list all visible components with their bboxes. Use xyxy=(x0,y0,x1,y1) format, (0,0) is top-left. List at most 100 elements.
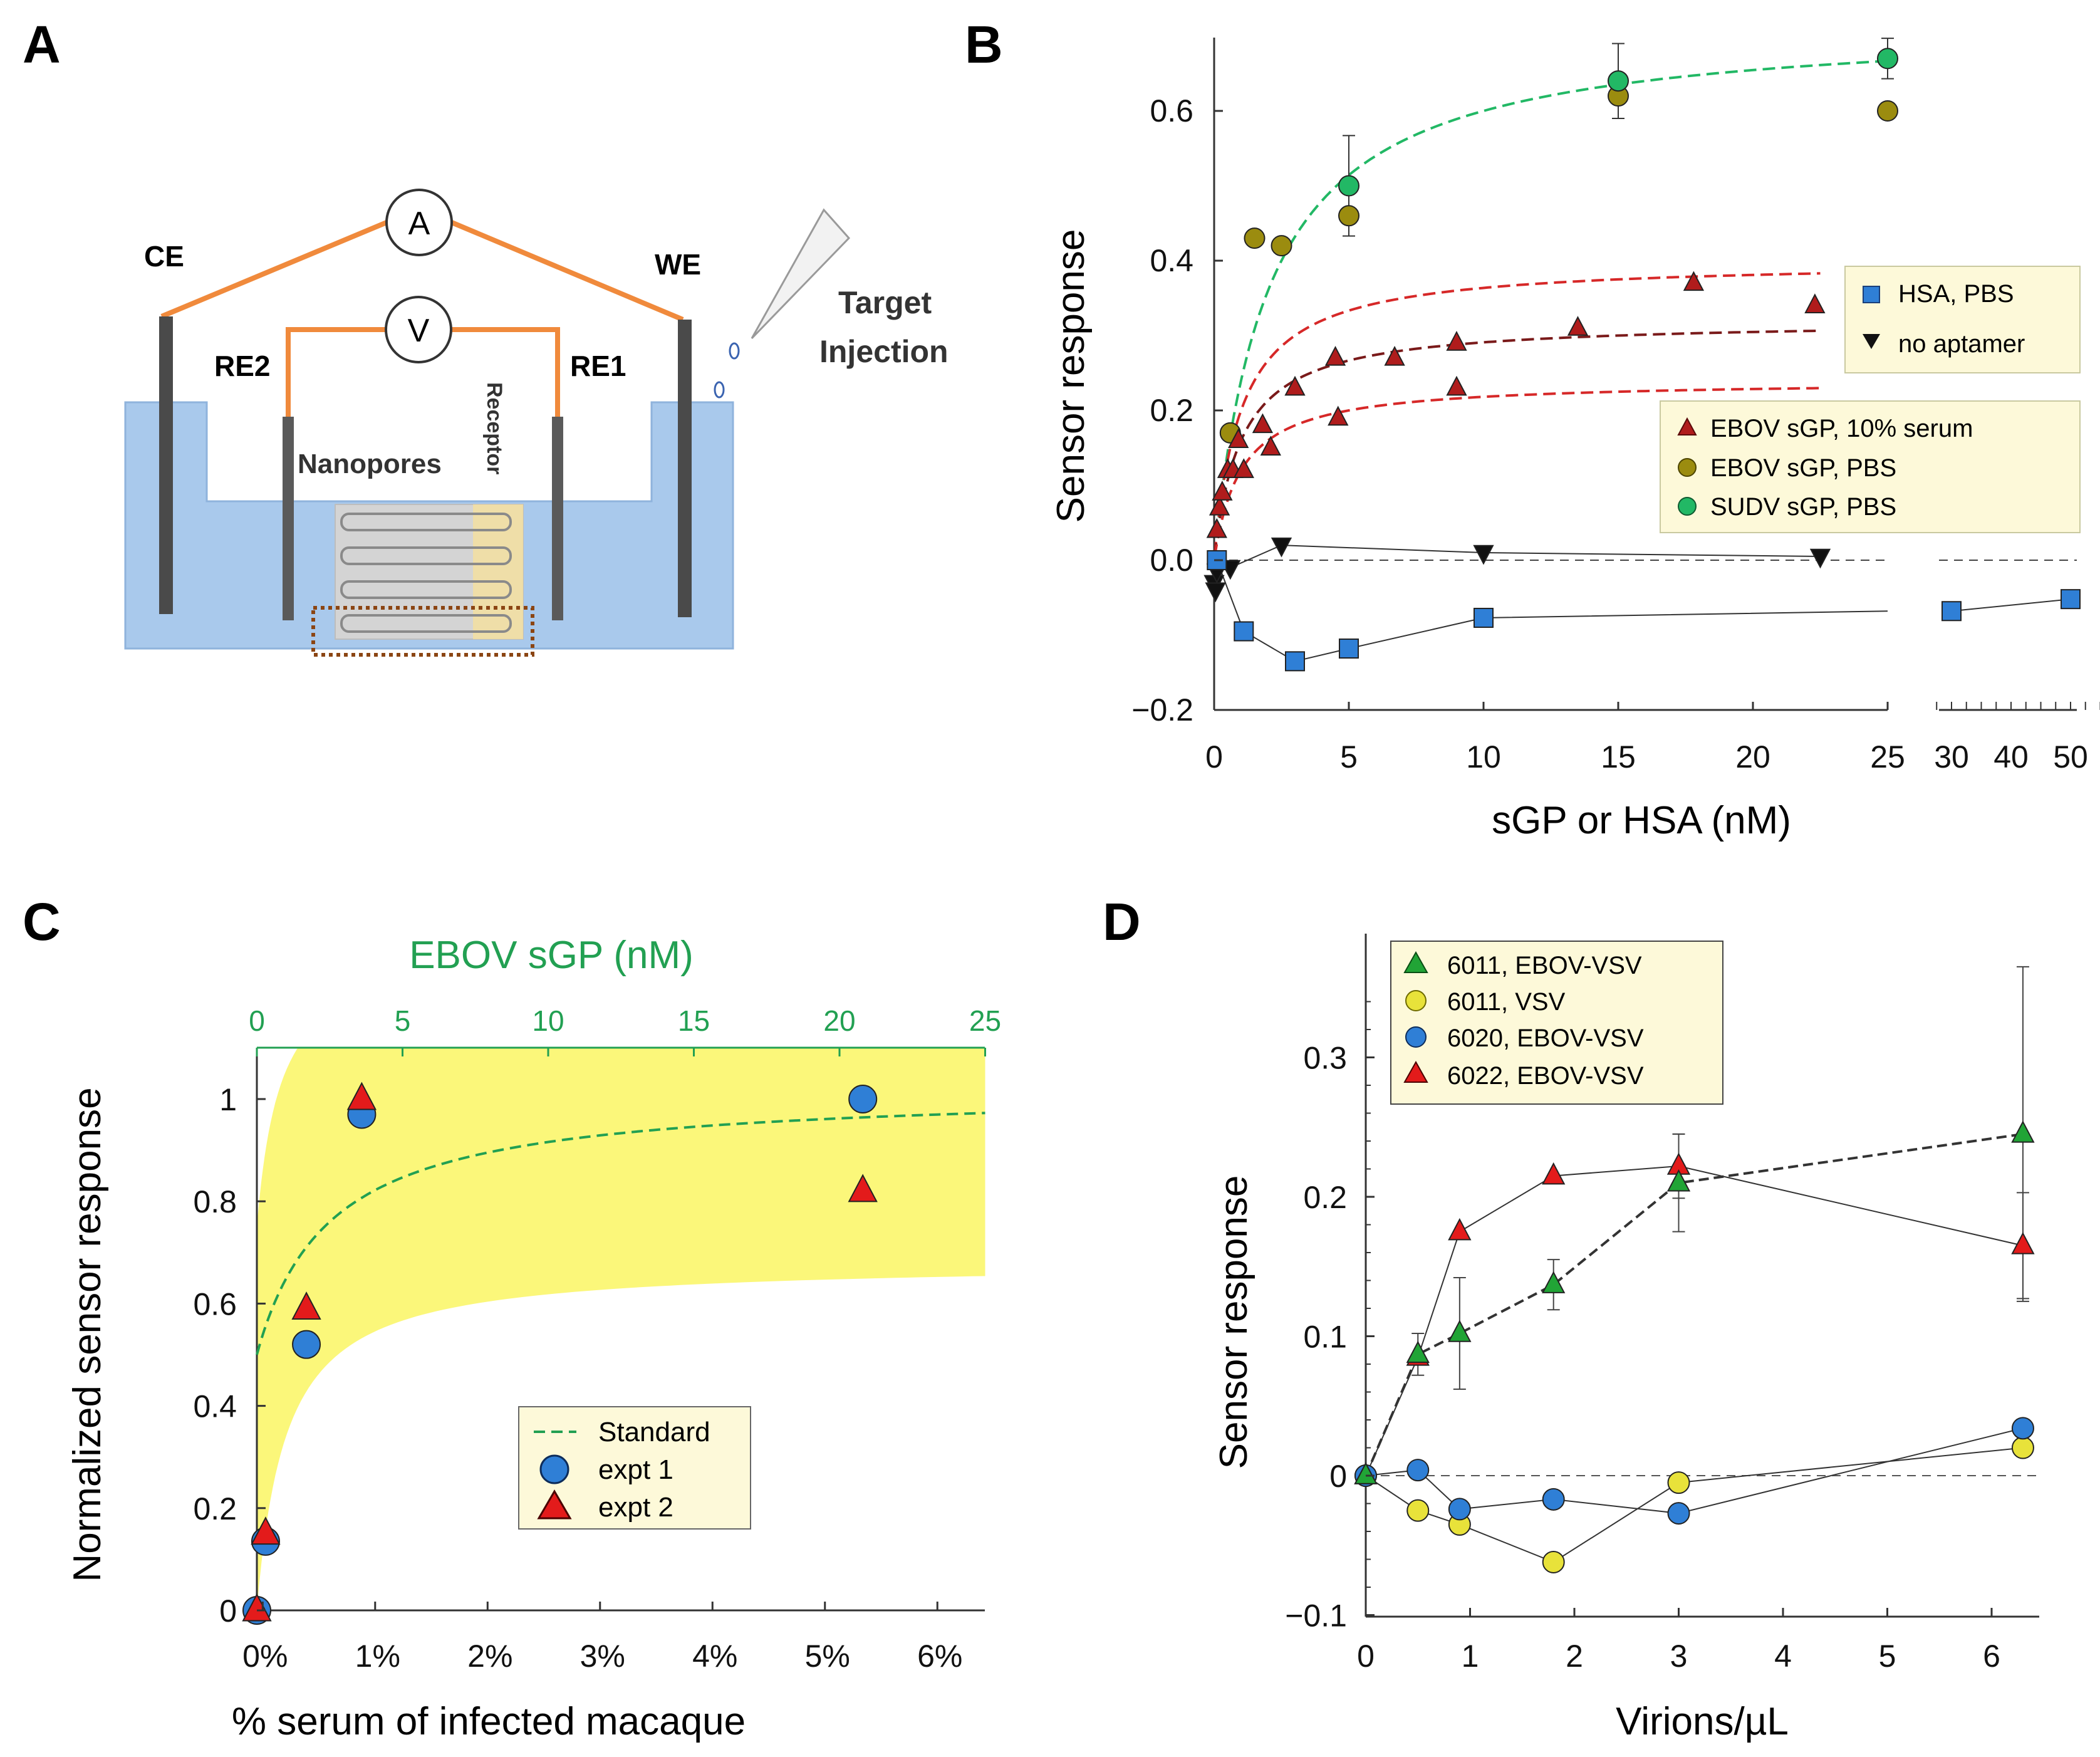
chart-d-y-tick-label: 0.1 xyxy=(1303,1320,1347,1355)
chart-b-point xyxy=(1212,481,1233,501)
re2-label: RE2 xyxy=(214,350,270,382)
chart-b-point xyxy=(2061,589,2081,610)
chart-d-y-tick-label: 0.3 xyxy=(1303,1041,1347,1076)
receptor-label: Receptor xyxy=(482,382,506,474)
panel-c-letter: C xyxy=(23,892,61,951)
chart-b-x-title: sGP or HSA (nM) xyxy=(1492,799,1791,842)
chart-d-y-tick-label: 0 xyxy=(1329,1459,1347,1494)
ce-label: CE xyxy=(144,240,184,273)
chart-d-y-title: Sensor response xyxy=(1212,1176,1255,1469)
chart-b-point xyxy=(1206,518,1227,538)
chart-b-legend-marker xyxy=(1678,497,1697,516)
chart-d-point xyxy=(1354,1462,1378,1484)
chart-d-series-line xyxy=(1365,1165,2024,1476)
chart-b-point xyxy=(1233,458,1254,478)
panel-b: B 0 5 10 15 20 25 30 40 50 −0.2 0.0 0.2 0.4 0.6 sGP o… xyxy=(965,15,2100,842)
chart-b-point xyxy=(1474,608,1494,628)
chart-b-x-tick-label: 30 xyxy=(1934,739,1969,774)
chart-b-point xyxy=(1271,235,1292,257)
wire-voltmeter-re1 xyxy=(451,327,560,417)
voltmeter-label: V xyxy=(408,313,430,349)
chart-b-point xyxy=(1252,413,1274,434)
chart-c-point-expt2 xyxy=(242,1593,272,1622)
droplet-icon xyxy=(714,381,725,399)
chart-c-point-expt1 xyxy=(848,1085,878,1113)
chart-d-x-tick-label: 4 xyxy=(1774,1639,1792,1674)
chart-b-point xyxy=(1284,375,1306,396)
chart-c-point-expt2 xyxy=(291,1291,321,1320)
chart-d-point xyxy=(2011,1120,2035,1143)
chart-d-legend-marker xyxy=(1403,951,1428,973)
chart-c-bottom-tick-label: 2% xyxy=(467,1639,512,1674)
chart-d-x-tick-label: 5 xyxy=(1879,1639,1896,1674)
chart-b-x-tick-label: 15 xyxy=(1601,739,1636,774)
chart-b-y-tick-label: 0.6 xyxy=(1150,93,1193,128)
chart-b-x-tick-label: 10 xyxy=(1466,739,1501,774)
chart-d-point xyxy=(1667,1502,1690,1525)
chart-b-fit-curves xyxy=(1213,60,1888,557)
voltmeter-icon xyxy=(385,296,452,363)
ammeter-icon xyxy=(385,189,453,256)
receptor-layer xyxy=(473,504,523,639)
chart-d-point xyxy=(1542,1488,1565,1511)
chart-d-point xyxy=(1542,1271,1566,1293)
chart-b-y-tick-label: 0.2 xyxy=(1150,393,1193,428)
chart-c-legend-marker xyxy=(537,1489,572,1520)
chart-b-point xyxy=(1209,495,1230,516)
chart-b-x-tick-label: 5 xyxy=(1340,739,1358,774)
chart-c-y-tick-label: 0.4 xyxy=(193,1389,237,1424)
chart-c-bottom-tick-label: 3% xyxy=(580,1639,625,1674)
droplet-icon xyxy=(729,342,740,360)
chart-d-point xyxy=(2011,1417,2034,1440)
chart-d-legend xyxy=(1390,941,1723,1105)
chart-d-legend-label: 6020, EBOV-VSV xyxy=(1447,1024,1644,1052)
panel-d-letter: D xyxy=(1103,892,1141,951)
chart-d-y-tick-label: −0.1 xyxy=(1285,1598,1347,1634)
nanopore-channels xyxy=(340,513,512,633)
chart-d-legend-label: 6011, EBOV-VSV xyxy=(1447,952,1642,979)
chart-b-point xyxy=(1324,345,1346,366)
chart-d-point xyxy=(2011,1436,2034,1459)
chart-c-confidence-band xyxy=(257,1048,985,1610)
chart-d-point xyxy=(1666,1169,1691,1192)
chart-c-x-title: % serum of infected macaque xyxy=(232,1700,746,1743)
chart-d-point xyxy=(1542,1550,1565,1573)
chart-d-x-tick-label: 0 xyxy=(1357,1639,1375,1674)
chart-c-legend-label: expt 1 xyxy=(598,1454,673,1485)
chart-b-point xyxy=(1608,70,1629,92)
chart-b-point xyxy=(1446,375,1467,396)
chart-d-point xyxy=(1448,1217,1472,1241)
chart-c-y-tick-label: 0 xyxy=(219,1593,237,1629)
chart-d-point xyxy=(1406,1499,1430,1522)
chart-b-x-tick-label: 20 xyxy=(1735,739,1770,774)
chart-b-point xyxy=(1809,548,1831,569)
chart-c-legend-label: Standard xyxy=(598,1417,710,1447)
chart-d-point xyxy=(1667,1471,1690,1494)
panel-b-letter: B xyxy=(965,15,1003,74)
chart-c-ticks: 0 5 10 15 20 25 0% 1% 2% 3% 4% 5% 6% 0 0.2 0.4 0.6 0.8 1 xyxy=(193,1004,1001,1674)
chart-d-frame xyxy=(1364,934,2039,1618)
chart-d-legend-marker xyxy=(1405,1026,1427,1048)
chart-c-bottom-tick-label: 4% xyxy=(692,1639,737,1674)
chart-b-point xyxy=(1260,435,1281,456)
chart-b-point xyxy=(1338,205,1359,227)
chart-b-legend-label: no aptamer xyxy=(1898,330,2025,358)
chart-d-ticks: 0 1 2 3 4 5 6 −0.1 0 0.1 0.2 0.3 xyxy=(1285,1001,2000,1674)
chart-b-x-tick-label: 50 xyxy=(2053,739,2088,774)
chart-c-y-tick-label: 1 xyxy=(219,1082,237,1117)
chart-c-y-tick-label: 0.2 xyxy=(193,1491,237,1526)
chart-b-legend-marker xyxy=(1863,334,1880,349)
panel-a: A A V xyxy=(23,15,949,657)
chart-d-legend-label: 6011, VSV xyxy=(1447,988,1566,1016)
chart-c-point-expt1 xyxy=(292,1330,321,1359)
chart-b-y-title: Sensor response xyxy=(1049,229,1093,523)
chart-c-frame xyxy=(256,1046,985,1612)
re1-label: RE1 xyxy=(570,350,626,382)
chart-b-y-tick-label: 0.0 xyxy=(1150,543,1193,578)
chart-d-point xyxy=(1448,1320,1472,1342)
chart-d-y-tick-label: 0.2 xyxy=(1303,1180,1347,1215)
re2-electrode xyxy=(283,417,294,620)
chart-b-legend-label: EBOV sGP, 10% serum xyxy=(1710,415,1973,442)
chart-d-legend-label: 6022, EBOV-VSV xyxy=(1447,1062,1644,1090)
chart-b-legend-label: SUDV sGP, PBS xyxy=(1710,493,1896,521)
